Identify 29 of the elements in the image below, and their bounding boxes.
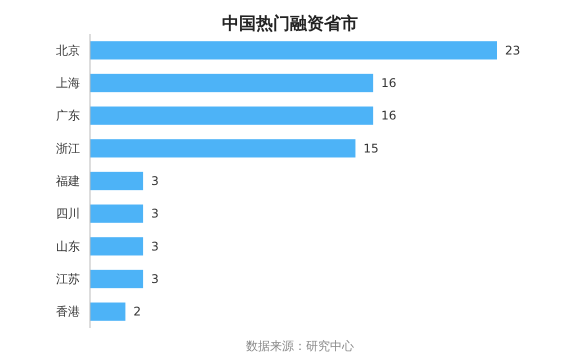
source-note: 数据来源：研究中心 (246, 339, 354, 353)
bar (90, 204, 144, 223)
bar (90, 302, 126, 321)
bar (90, 237, 144, 256)
bar (90, 270, 144, 288)
data-label: 2 (133, 304, 142, 319)
data-label: 3 (151, 239, 159, 254)
data-label: 3 (151, 206, 159, 221)
data-label: 3 (151, 272, 159, 286)
data-label: 16 (381, 76, 396, 90)
data-label: 3 (151, 174, 159, 188)
y-tick-label: 香港 (56, 304, 80, 319)
chart-title: 中国热门融资省市 (222, 14, 358, 34)
data-label: 16 (381, 108, 396, 123)
y-tick-label: 广东 (56, 108, 80, 123)
y-tick-label: 上海 (56, 76, 80, 90)
y-tick-label: 北京 (56, 43, 80, 58)
y-tick-label: 江苏 (56, 272, 80, 286)
y-tick-label: 浙江 (56, 141, 80, 156)
y-tick-label: 四川 (56, 206, 80, 221)
bar (90, 106, 374, 125)
bar (90, 172, 144, 190)
data-label: 15 (363, 141, 379, 156)
y-tick-label: 山东 (56, 239, 80, 254)
data-label: 23 (505, 43, 520, 58)
bar (90, 74, 374, 92)
bar (90, 139, 356, 158)
bar (90, 41, 497, 60)
y-tick-label: 福建 (56, 174, 80, 188)
